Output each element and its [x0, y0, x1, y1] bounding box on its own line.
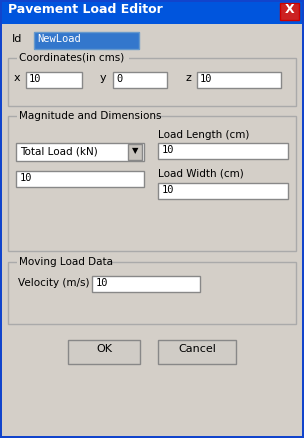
Text: Load Width (cm): Load Width (cm)	[158, 169, 244, 179]
Text: Coordinates(in cms): Coordinates(in cms)	[19, 53, 124, 63]
Bar	[16, 171, 144, 187]
Bar	[158, 340, 236, 364]
Bar	[2, 2, 302, 24]
Text: OK: OK	[96, 344, 112, 354]
Text: Pavement Load Editor: Pavement Load Editor	[8, 3, 163, 16]
Text: 0: 0	[116, 74, 122, 84]
Bar	[8, 58, 296, 106]
Text: 10: 10	[200, 74, 212, 84]
Bar	[17, 115, 155, 125]
Text: ▼: ▼	[132, 146, 138, 155]
Text: 10: 10	[20, 173, 33, 183]
Text: Magnitude and Dimensions: Magnitude and Dimensions	[19, 111, 161, 121]
Text: Load Length (cm): Load Length (cm)	[158, 130, 249, 140]
Bar	[92, 276, 200, 292]
Bar	[16, 143, 144, 161]
Bar	[8, 262, 296, 324]
Text: 10: 10	[162, 185, 174, 195]
Text: Cancel: Cancel	[178, 344, 216, 354]
Text: Total Load (kN): Total Load (kN)	[20, 146, 98, 156]
Text: Id: Id	[12, 34, 22, 44]
Bar	[158, 183, 288, 199]
Text: NewLoad: NewLoad	[37, 34, 81, 44]
Text: X: X	[285, 3, 295, 16]
Bar	[8, 116, 296, 251]
Text: Velocity (m/s): Velocity (m/s)	[18, 278, 89, 288]
Text: z: z	[185, 73, 191, 83]
Text: x: x	[14, 73, 21, 83]
Bar	[128, 144, 142, 160]
Bar	[17, 261, 107, 271]
Text: 10: 10	[96, 278, 109, 288]
Bar	[197, 72, 281, 88]
Text: 10: 10	[162, 145, 174, 155]
Bar	[68, 340, 140, 364]
Text: 10: 10	[29, 74, 42, 84]
Bar	[158, 143, 288, 159]
Bar	[26, 72, 82, 88]
Bar	[17, 57, 129, 67]
Bar	[280, 3, 299, 20]
Text: Moving Load Data: Moving Load Data	[19, 257, 113, 267]
Bar	[34, 32, 139, 49]
Text: y: y	[100, 73, 107, 83]
Bar	[113, 72, 167, 88]
